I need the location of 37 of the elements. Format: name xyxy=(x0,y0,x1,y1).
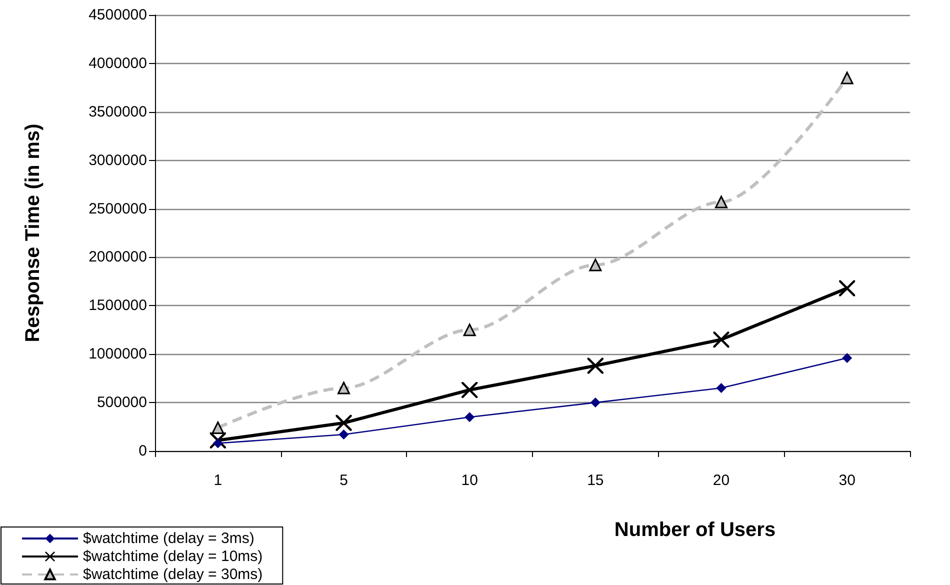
point xyxy=(587,358,604,374)
x-tick-label: 1 xyxy=(214,472,222,489)
y-tick-label: 1500000 xyxy=(88,297,147,314)
y-tick-label: 2500000 xyxy=(88,200,147,218)
legend-label: $watchtime (delay = 10ms) xyxy=(83,548,263,565)
x-axis-title: Number of Users xyxy=(614,519,776,541)
y-tick-label: 1000000 xyxy=(88,346,147,363)
y-tick-label: 500000 xyxy=(96,394,147,412)
point xyxy=(464,412,475,422)
legend-label: $watchtime (delay = 3ms) xyxy=(83,530,254,547)
legend-label: $watchtime (delay = 30ms) xyxy=(83,566,263,583)
y-tick-label: 0 xyxy=(138,442,147,460)
x-tick-label: 10 xyxy=(461,472,478,489)
y-tick-label: 2000000 xyxy=(88,248,147,266)
point xyxy=(462,382,478,398)
x-tick-label: 15 xyxy=(587,472,604,489)
point xyxy=(336,414,352,431)
point xyxy=(590,398,600,408)
point xyxy=(842,352,852,363)
y-axis-title: Response Time (in ms) xyxy=(22,124,44,342)
y-tick-label: 3500000 xyxy=(88,103,147,120)
point xyxy=(589,258,602,272)
y-tick-label: 4500000 xyxy=(88,6,147,24)
point xyxy=(338,430,349,440)
point xyxy=(715,196,728,208)
point xyxy=(713,332,730,348)
point xyxy=(840,72,854,84)
point xyxy=(338,382,350,394)
point xyxy=(839,280,856,296)
x-tick-label: 20 xyxy=(712,472,730,489)
point xyxy=(212,421,224,434)
point xyxy=(716,383,726,394)
y-tick-label: 3000000 xyxy=(88,152,147,169)
y-tick-label: 4000000 xyxy=(88,54,147,72)
x-tick-label: 5 xyxy=(340,472,348,489)
x-tick-label: 30 xyxy=(838,472,856,489)
point xyxy=(463,324,476,336)
